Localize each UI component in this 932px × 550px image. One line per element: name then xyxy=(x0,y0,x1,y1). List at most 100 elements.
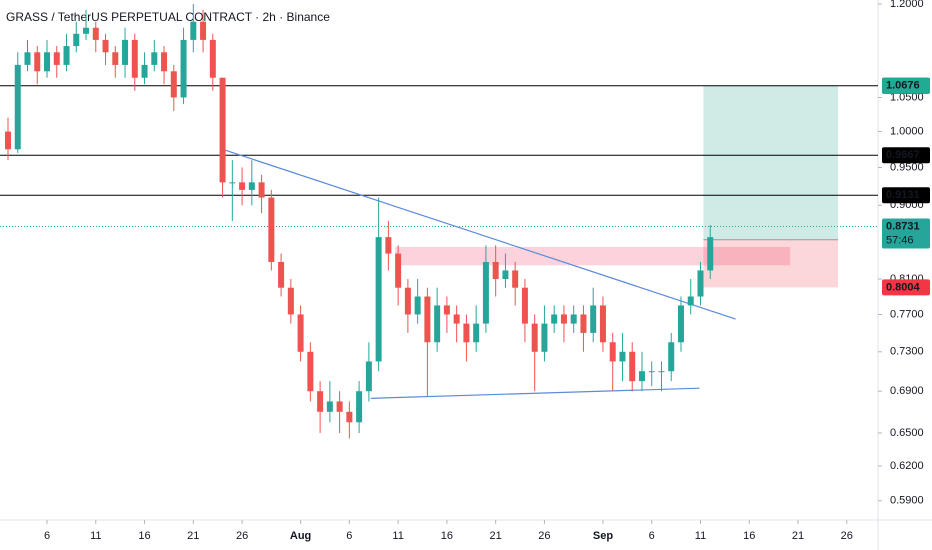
candle-body xyxy=(619,351,626,362)
candle-body xyxy=(326,401,333,412)
x-tick-label: 16 xyxy=(138,530,150,542)
candle-body xyxy=(268,197,275,262)
stop-label-box xyxy=(882,279,930,296)
x-tick-label: 11 xyxy=(90,530,101,542)
candle-body xyxy=(590,305,597,333)
candle-body xyxy=(112,52,119,65)
candle-body xyxy=(453,314,460,324)
countdown: 57:46 xyxy=(886,234,914,246)
candle-body xyxy=(219,77,226,183)
candle-body xyxy=(648,371,655,373)
candle-body xyxy=(14,64,21,150)
y-tick-label: 0.9500 xyxy=(890,161,924,173)
candle-body xyxy=(336,401,343,412)
x-tick-label: 11 xyxy=(695,530,706,542)
level-label-box xyxy=(882,147,930,164)
loss-area xyxy=(703,239,839,288)
level-label: 0.9667 xyxy=(886,149,920,161)
y-tick-label: 0.6500 xyxy=(890,427,924,439)
stop-label: 0.8004 xyxy=(886,281,921,293)
candle-body xyxy=(297,314,304,352)
x-tick-label: Sep xyxy=(593,530,613,542)
y-tick-label: 0.6200 xyxy=(890,460,924,472)
x-tick-label: 16 xyxy=(441,530,453,542)
candle-body xyxy=(229,182,236,184)
candle-body xyxy=(424,296,431,343)
x-tick-label: 6 xyxy=(649,530,655,542)
candle-body xyxy=(34,52,41,72)
y-tick-label: 1.0500 xyxy=(890,91,924,103)
trendline xyxy=(370,387,700,399)
candle-body xyxy=(151,52,158,65)
candle-body xyxy=(278,261,285,288)
candle-body xyxy=(24,52,31,65)
candle-body xyxy=(53,52,60,65)
candle-body xyxy=(551,314,558,324)
candle-body xyxy=(404,287,411,315)
candle-body xyxy=(346,411,353,423)
candle-body xyxy=(629,351,636,382)
chart-title: GRASS / TetherUS PERPETUAL CONTRACT · 2h… xyxy=(6,10,330,24)
candle-body xyxy=(4,131,11,150)
x-tick-label: 6 xyxy=(44,530,50,542)
candle-body xyxy=(180,39,187,98)
candle-body xyxy=(209,39,216,78)
candle-body xyxy=(122,39,129,65)
candle-body xyxy=(63,46,70,65)
candle-body xyxy=(502,270,509,280)
x-tick-label: 26 xyxy=(538,530,550,542)
candle-body xyxy=(697,270,704,297)
profit-area xyxy=(703,85,839,240)
candle-body xyxy=(161,52,168,72)
candle-body xyxy=(434,305,441,343)
candle-body xyxy=(356,391,363,423)
y-tick-label: 1.0000 xyxy=(890,125,924,137)
candle-body xyxy=(248,182,255,190)
candle-body xyxy=(365,361,372,392)
candle-body xyxy=(473,323,480,343)
candle-body xyxy=(287,287,294,315)
resistance-zone xyxy=(395,246,791,266)
candle-body xyxy=(560,314,567,324)
candle-body xyxy=(570,314,577,324)
trendline xyxy=(222,148,736,320)
candle-body xyxy=(141,64,148,78)
candle-body xyxy=(463,323,470,343)
y-tick-label: 0.6900 xyxy=(890,385,924,397)
candle-body xyxy=(492,261,499,280)
x-tick-label: 21 xyxy=(187,530,199,542)
candle-body xyxy=(92,27,99,40)
candle-body xyxy=(707,237,714,271)
candle-body xyxy=(239,182,246,190)
candle-body xyxy=(307,351,314,392)
x-tick-label: 16 xyxy=(743,530,755,542)
level-label-box xyxy=(882,187,930,204)
candle-body xyxy=(609,342,616,362)
x-tick-label: 26 xyxy=(841,530,853,542)
candle-body xyxy=(258,182,265,198)
y-tick-label: 0.5900 xyxy=(890,495,924,507)
candle-body xyxy=(541,323,548,352)
candle-body xyxy=(170,71,177,98)
candle-body xyxy=(131,39,138,78)
candle-body xyxy=(658,371,665,373)
candle-body xyxy=(414,296,421,315)
candle-body xyxy=(73,33,80,47)
target-label-box xyxy=(882,77,930,94)
candle-body xyxy=(521,287,528,324)
candle-body xyxy=(531,323,538,352)
level-label: 0.9131 xyxy=(886,189,920,201)
candle-body xyxy=(638,371,645,382)
candle-body xyxy=(512,270,519,288)
candle-body xyxy=(44,52,51,72)
x-tick-label: 11 xyxy=(392,530,403,542)
candle-body xyxy=(200,21,207,40)
candle-body xyxy=(482,261,489,324)
candle-body xyxy=(580,314,587,333)
target-label: 1.0676 xyxy=(886,80,920,92)
candle-body xyxy=(190,21,197,40)
y-tick-label: 0.7700 xyxy=(890,308,924,320)
x-tick-label: 6 xyxy=(346,530,352,542)
